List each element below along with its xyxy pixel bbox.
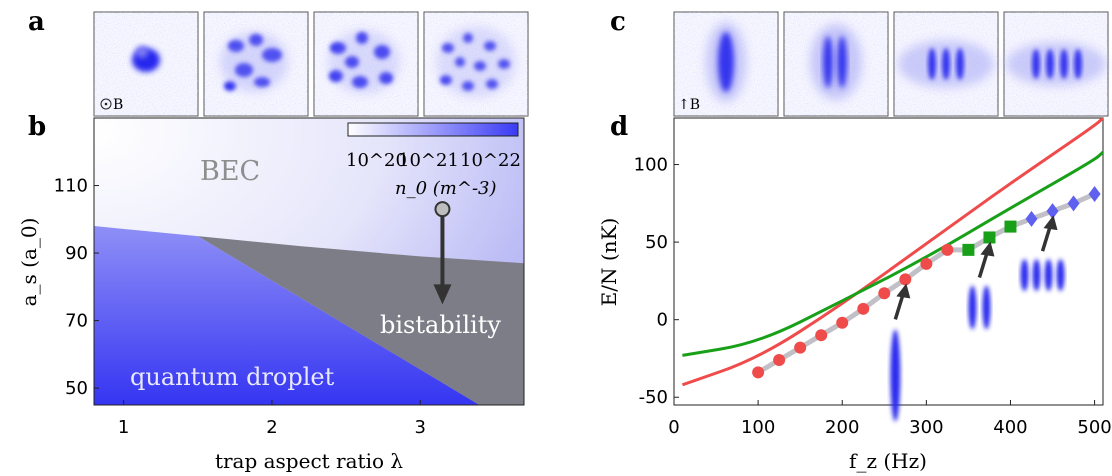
energy-arrow-head bbox=[980, 241, 995, 257]
field-label-top-view-text: B bbox=[113, 97, 123, 113]
energy-xtick-label: 500 bbox=[1077, 417, 1111, 438]
energy-marker-square bbox=[1004, 220, 1017, 233]
energy-marker-square bbox=[962, 243, 975, 256]
energy-ytick-label: 0 bbox=[657, 310, 668, 331]
quench-arrow bbox=[433, 201, 452, 305]
energy-marker-square bbox=[983, 231, 996, 244]
panel-label-b: b bbox=[28, 112, 46, 142]
colorbar-label: n_0 (m^-3) bbox=[395, 178, 497, 199]
droplet-sketch bbox=[982, 285, 991, 330]
colorbar-gradient bbox=[347, 122, 519, 137]
phase-ytick-label: 70 bbox=[65, 311, 88, 332]
energy-series-line-1 bbox=[682, 151, 1103, 357]
energy-xtick-label: 300 bbox=[909, 417, 943, 438]
energy-marker-circle bbox=[794, 341, 807, 354]
droplet-sketch bbox=[1056, 259, 1065, 292]
colorbar-tick-2: 10^22 bbox=[460, 150, 521, 171]
panel-c-image-1 bbox=[673, 11, 779, 117]
phase-xtick-label: 2 bbox=[266, 417, 277, 438]
energy-xtick-label: 0 bbox=[668, 417, 679, 438]
energy-marker-circle bbox=[941, 243, 954, 256]
energy-chart-ylabel: E/N (nK) bbox=[597, 218, 621, 307]
colorbar-tick-1: 10^21 bbox=[398, 150, 459, 171]
phase-diagram-frame bbox=[93, 117, 525, 406]
region-label-bec: BEC bbox=[200, 156, 260, 187]
energy-chart-frame bbox=[673, 117, 1104, 406]
panel-c-image-3 bbox=[893, 11, 999, 117]
phase-diagram-xlabel: trap aspect ratio λ bbox=[215, 449, 403, 473]
energy-xtick-label: 200 bbox=[825, 417, 859, 438]
quench-arrow-head bbox=[433, 284, 452, 305]
field-label-top-view: B bbox=[100, 97, 123, 113]
energy-marker-circle bbox=[857, 302, 870, 315]
energy-marker-circle bbox=[815, 329, 828, 342]
energy-marker-circle bbox=[878, 287, 891, 300]
phase-xtick-label: 3 bbox=[414, 417, 425, 438]
energy-arrow-head bbox=[896, 283, 911, 299]
energy-arrow-shaft bbox=[893, 292, 905, 320]
panel-a-image-3 bbox=[313, 11, 419, 117]
energy-arrow-head bbox=[1043, 215, 1058, 231]
panel-c-image-4 bbox=[1003, 11, 1109, 117]
energy-marker-diamond bbox=[1025, 210, 1038, 227]
panel-label-d: d bbox=[610, 112, 628, 142]
phase-xtick-label: 1 bbox=[118, 417, 129, 438]
energy-arrow-shaft bbox=[1040, 224, 1053, 252]
energy-chart-xlabel: f_z (Hz) bbox=[849, 449, 927, 473]
droplet-sketch bbox=[968, 285, 977, 330]
energy-arrow-shaft bbox=[977, 250, 990, 278]
energy-marker-diamond bbox=[1088, 186, 1101, 203]
energy-ytick-label: 100 bbox=[634, 155, 668, 176]
field-label-side-view-text: ↑B bbox=[678, 97, 700, 113]
panel-a-image-2 bbox=[203, 11, 309, 117]
energy-marker-circle bbox=[836, 316, 849, 329]
colorbar-tick-0: 10^20 bbox=[346, 150, 407, 171]
phase-diagram: BEC bistability quantum droplet 10^20 10… bbox=[17, 117, 525, 473]
panel-a-image-4 bbox=[423, 11, 529, 117]
field-label-side-view: ↑B bbox=[678, 97, 700, 113]
energy-series-line-0 bbox=[681, 118, 1103, 387]
phase-ytick-label: 90 bbox=[65, 243, 88, 264]
quench-start-point bbox=[434, 201, 451, 218]
panel-a-image-1 bbox=[93, 11, 199, 117]
energy-marker-circle bbox=[920, 257, 933, 270]
panel-label-c: c bbox=[610, 7, 626, 37]
phase-ytick-label: 110 bbox=[54, 176, 88, 197]
droplet-sketch bbox=[1044, 259, 1053, 292]
panel-label-a: a bbox=[28, 7, 45, 37]
phase-diagram-ticks: 1 2 3 50 70 90 110 bbox=[54, 176, 426, 438]
energy-marker-diamond bbox=[1046, 203, 1059, 220]
energy-marker-diamond bbox=[1067, 195, 1080, 212]
energy-marker-circle bbox=[899, 273, 912, 286]
energy-xtick-label: 400 bbox=[993, 417, 1027, 438]
energy-ytick-label: -50 bbox=[639, 387, 668, 408]
energy-marker-circle bbox=[752, 366, 765, 379]
phase-ytick-label: 50 bbox=[65, 378, 88, 399]
droplet-region bbox=[94, 226, 480, 405]
energy-chart-arrows bbox=[890, 215, 1065, 422]
energy-ytick-label: 50 bbox=[645, 232, 668, 253]
droplet-sketch bbox=[890, 329, 901, 422]
region-label-bistability: bistability bbox=[380, 311, 501, 339]
droplet-sketch bbox=[1032, 259, 1041, 292]
panel-c-image-2 bbox=[783, 11, 889, 117]
droplet-sketch bbox=[1020, 259, 1029, 292]
energy-marker-circle bbox=[773, 354, 786, 367]
region-label-droplet: quantum droplet bbox=[130, 363, 335, 391]
colorbar: 10^20 10^21 10^22 n_0 (m^-3) bbox=[346, 122, 521, 199]
energy-chart-markers bbox=[752, 186, 1101, 379]
energy-xtick-label: 100 bbox=[741, 417, 775, 438]
phase-diagram-ylabel: a_s (a_0) bbox=[17, 218, 41, 307]
